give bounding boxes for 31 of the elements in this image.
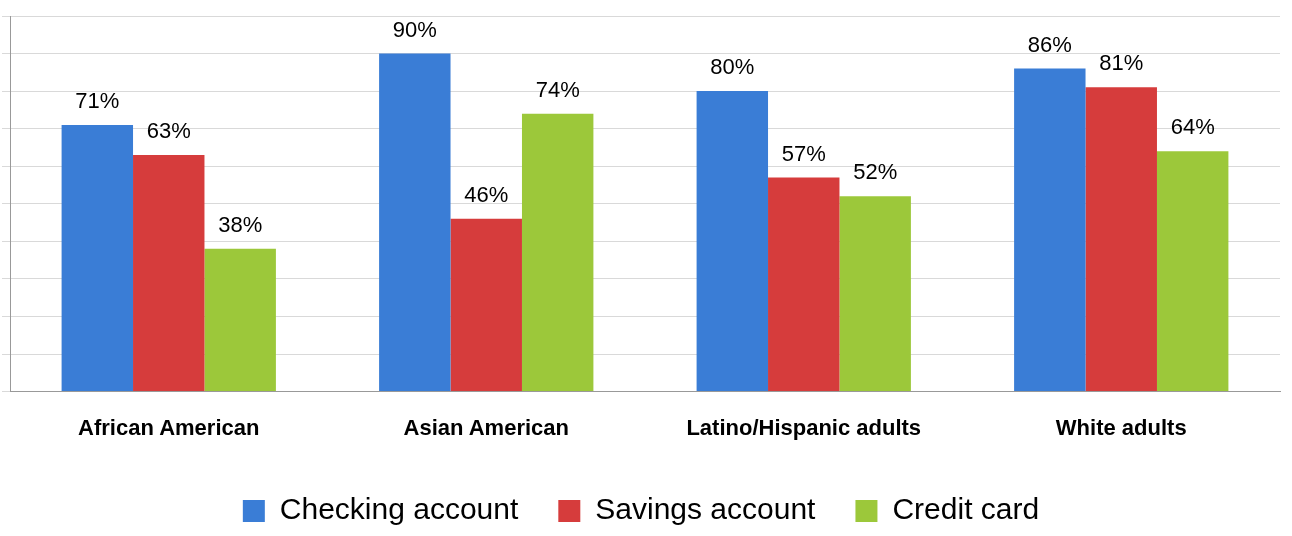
- legend-label: Credit card: [892, 492, 1040, 526]
- bar: [1085, 87, 1157, 392]
- data-label: 63%: [146, 118, 191, 144]
- data-label: 52%: [853, 159, 898, 185]
- data-label: 90%: [392, 16, 437, 42]
- data-label: 38%: [218, 211, 263, 237]
- bar: [768, 177, 840, 392]
- bar: [839, 196, 911, 392]
- bar: [1156, 151, 1229, 392]
- x-tick-label: African American: [78, 414, 260, 440]
- bar: [204, 248, 276, 392]
- data-label: 81%: [1099, 50, 1144, 76]
- x-tick-label: White adults: [1055, 414, 1187, 440]
- bar: [379, 53, 451, 392]
- x-tick-label: Latino/Hispanic adults: [686, 414, 922, 440]
- data-label: 57%: [781, 140, 826, 166]
- data-label: 80%: [710, 54, 755, 80]
- data-label: 71%: [75, 87, 120, 113]
- bar: [1014, 68, 1086, 392]
- bar: [521, 113, 594, 392]
- bar: [696, 91, 769, 392]
- bar: [133, 154, 205, 392]
- x-tick-label: Asian American: [403, 414, 569, 440]
- bar: [450, 218, 522, 392]
- data-label: 74%: [535, 76, 580, 102]
- data-label: 64%: [1170, 114, 1215, 140]
- legend-label: Savings account: [595, 492, 817, 526]
- data-label: 46%: [464, 181, 509, 207]
- bar: [61, 124, 134, 392]
- data-label: 86%: [1027, 31, 1072, 57]
- legend-label: Checking account: [279, 492, 519, 526]
